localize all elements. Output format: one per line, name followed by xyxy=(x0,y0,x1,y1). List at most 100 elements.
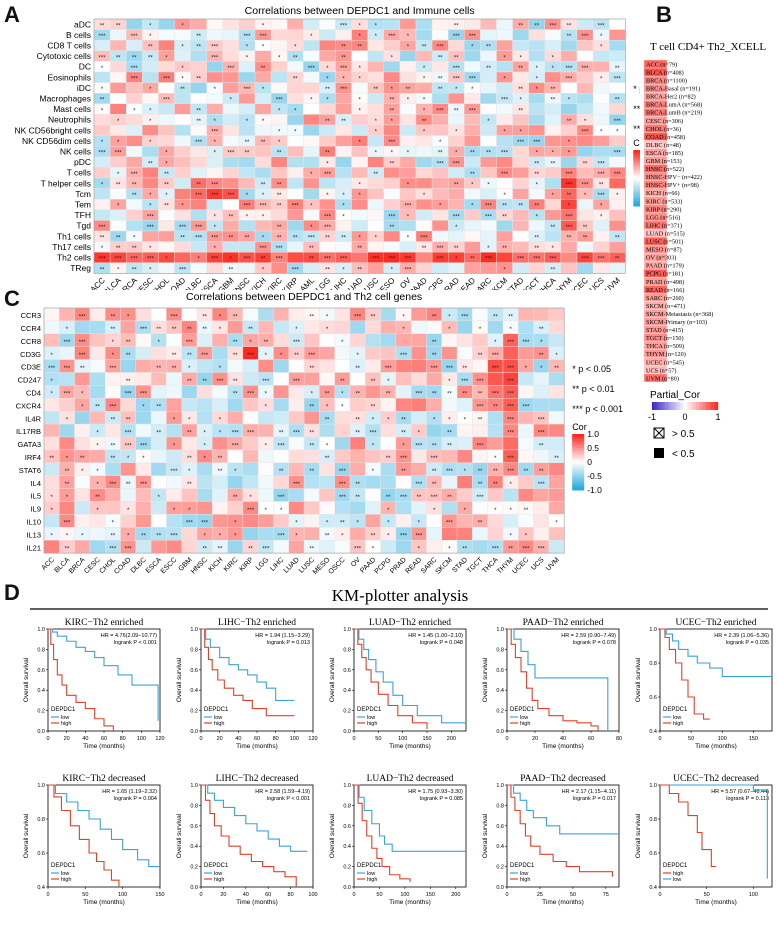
km-xtick: 0 xyxy=(199,736,202,742)
heatmap-cell xyxy=(258,411,273,424)
heatmap-cell xyxy=(126,136,142,147)
sig-stars: ** xyxy=(218,456,223,462)
sig-stars: *** xyxy=(79,314,87,320)
heatmap-cell xyxy=(239,125,255,136)
heatmap-cell xyxy=(480,51,496,62)
heatmap-cell xyxy=(396,360,411,373)
col-label: UVM xyxy=(545,556,561,572)
sig-stars: *** xyxy=(186,521,194,527)
sig-stars: *** xyxy=(431,495,439,501)
heatmap-cell xyxy=(545,114,561,125)
heatmap-cell xyxy=(534,398,549,411)
km-legend-label: high xyxy=(61,721,71,727)
heatmap-cell xyxy=(497,178,513,189)
timer-cancer-label: CHOL (n=36) xyxy=(646,126,681,133)
heatmap-cell xyxy=(472,527,487,540)
heatmap-cell xyxy=(472,502,487,515)
sig-stars: ** xyxy=(355,482,360,488)
heatmap-cell xyxy=(381,334,396,347)
km-ytick: 0.6 xyxy=(343,668,351,674)
col-label: OV xyxy=(350,556,362,568)
sig-stars: ** xyxy=(148,161,153,167)
sig-stars: *** xyxy=(431,366,439,372)
sig-stars: ** xyxy=(438,151,443,157)
heatmap-cell xyxy=(457,476,472,489)
sig-stars: ** xyxy=(187,379,192,385)
heatmap-cell xyxy=(545,231,561,242)
sig-stars: *** xyxy=(140,327,148,333)
sig-stars: *** xyxy=(354,314,362,320)
km-xtick: 100 xyxy=(137,736,146,742)
timer-cancer-label: STAD (n=415) xyxy=(646,327,683,334)
sig-stars: ** xyxy=(583,225,588,231)
row-label: IL17RB xyxy=(16,427,41,436)
panel-c-heatmap: Correlations between DEPDC1 and Th2 cell… xyxy=(0,284,640,580)
sig-stars: *** xyxy=(293,379,301,385)
heatmap-cell xyxy=(545,167,561,178)
heatmap-cell xyxy=(609,220,625,231)
heatmap-cell xyxy=(228,321,243,334)
sig-stars: ** xyxy=(454,23,459,29)
sig-stars: *** xyxy=(614,76,622,82)
km-title: KM-plotter analysis xyxy=(332,586,468,605)
sig-stars: ** xyxy=(493,405,498,411)
km-ytick: 0.2 xyxy=(190,709,198,715)
heatmap-cell xyxy=(432,30,448,41)
km-ytick: 0.6 xyxy=(37,668,45,674)
heatmap-cell xyxy=(609,30,625,41)
km-ytick: 0.2 xyxy=(343,865,351,871)
heatmap-cell xyxy=(287,242,303,253)
heatmap-cell xyxy=(549,476,564,489)
sig-stars: *** xyxy=(340,87,348,93)
heatmap-cell xyxy=(319,199,335,210)
timer-cancer-label: MESO (n=87) xyxy=(646,247,682,254)
heatmap-cell xyxy=(319,242,335,253)
heatmap-cell xyxy=(529,125,545,136)
heatmap-cell xyxy=(488,527,503,540)
km-xlabel: Time (months) xyxy=(695,899,737,906)
heatmap-cell xyxy=(274,514,289,527)
heatmap-cell xyxy=(212,347,227,360)
partial-cor-title: Partial_Cor xyxy=(650,390,701,401)
heatmap-cell xyxy=(90,360,105,373)
heatmap-cell xyxy=(319,334,334,347)
km-ytick: 1.0 xyxy=(343,627,351,633)
heatmap-cell xyxy=(151,502,166,515)
heatmap-cell xyxy=(352,252,368,263)
sig-stars: *** xyxy=(404,267,412,273)
heatmap-cell xyxy=(464,210,480,221)
heatmap-cell xyxy=(577,93,593,104)
heatmap-cell xyxy=(255,167,271,178)
sig-stars: ** xyxy=(371,314,376,320)
sig-stars: *** xyxy=(582,257,590,263)
heatmap-cell xyxy=(368,220,384,231)
sig-stars: *** xyxy=(99,225,107,231)
sig-stars: *** xyxy=(109,547,117,553)
heatmap-cell xyxy=(561,104,577,115)
sig-stars: *** xyxy=(276,246,284,252)
km-xtick: 50 xyxy=(570,892,576,898)
cor-legend-tick: 1.0 xyxy=(587,429,599,439)
col-label: PCPG xyxy=(374,557,393,576)
heatmap-cell xyxy=(350,373,365,386)
heatmap-cell xyxy=(497,252,513,263)
heatmap-cell xyxy=(212,476,227,489)
heatmap-cell xyxy=(442,450,457,463)
km-ylabel: Overall survival xyxy=(482,813,489,858)
sig-stars: *** xyxy=(324,257,332,263)
heatmap-cell xyxy=(191,51,207,62)
heatmap-cell xyxy=(518,321,533,334)
sig-stars: ** xyxy=(432,392,437,398)
heatmap-cell xyxy=(319,104,335,115)
partial-cor-swatch xyxy=(711,402,713,410)
sig-stars: ** xyxy=(261,66,266,72)
heatmap-cell xyxy=(223,157,239,168)
heatmap-cell xyxy=(191,210,207,221)
sig-stars: ** xyxy=(248,547,253,553)
heatmap-cell xyxy=(400,125,416,136)
heatmap-cell xyxy=(258,308,273,321)
sig-stars: ** xyxy=(518,204,523,210)
heatmap-cell xyxy=(142,146,158,157)
heatmap-cell xyxy=(593,263,609,274)
sig-stars: *** xyxy=(131,76,139,82)
